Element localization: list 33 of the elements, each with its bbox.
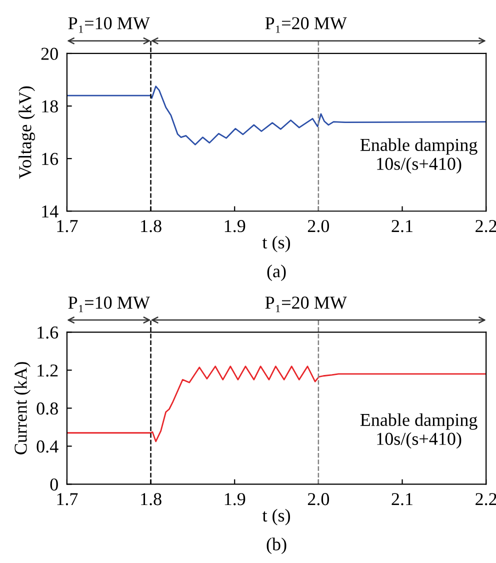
x-tick-label: 2.2 <box>476 220 496 232</box>
y-tick-label: 0.4 <box>36 440 58 453</box>
text: P₁=20 MW <box>265 17 347 33</box>
text: P₁=20 MW <box>265 296 347 312</box>
y-axis-title: Voltage (kV) <box>18 86 36 179</box>
x-tick-label: 2.1 <box>392 220 412 232</box>
x-tick-label: 1.9 <box>224 220 246 232</box>
x-tick-label: 2.1 <box>392 493 412 506</box>
x-tick-label: 1.8 <box>141 220 162 232</box>
y-tick-label: 0 <box>50 478 58 491</box>
text: P₁=10 MW <box>68 17 150 33</box>
y-tick-label: 18 <box>42 100 58 112</box>
y-axis-title: Current (kA) <box>14 362 30 454</box>
annotation: Enable damping 10s/(s+410) <box>360 138 478 174</box>
x-tick-label: 2.2 <box>476 493 496 506</box>
x-tick-label: 1.9 <box>224 493 246 506</box>
x-tick-label: 2.0 <box>308 220 330 232</box>
y-tick-label: 14 <box>42 205 58 218</box>
text: (a) <box>267 264 286 281</box>
x-tick-label: 2.0 <box>308 493 330 506</box>
x-axis-title: t (s) <box>262 508 290 526</box>
x-axis-title: t (s) <box>262 236 290 252</box>
y-tick-label: 0.8 <box>36 402 58 415</box>
y-tick-label: 16 <box>42 152 58 166</box>
x-tick-label: 1.8 <box>141 493 162 506</box>
annotation: Enable damping 10s/(s+410) <box>360 413 478 449</box>
x-tick-label: 1.7 <box>57 220 78 232</box>
text: P₁=10 MW <box>68 296 150 312</box>
y-tick-label: 1.6 <box>38 326 58 339</box>
text: (b) <box>266 538 286 554</box>
x-tick-label: 1.7 <box>57 493 78 506</box>
y-tick-label: 1.2 <box>38 364 58 377</box>
y-tick-label: 20 <box>41 48 58 60</box>
